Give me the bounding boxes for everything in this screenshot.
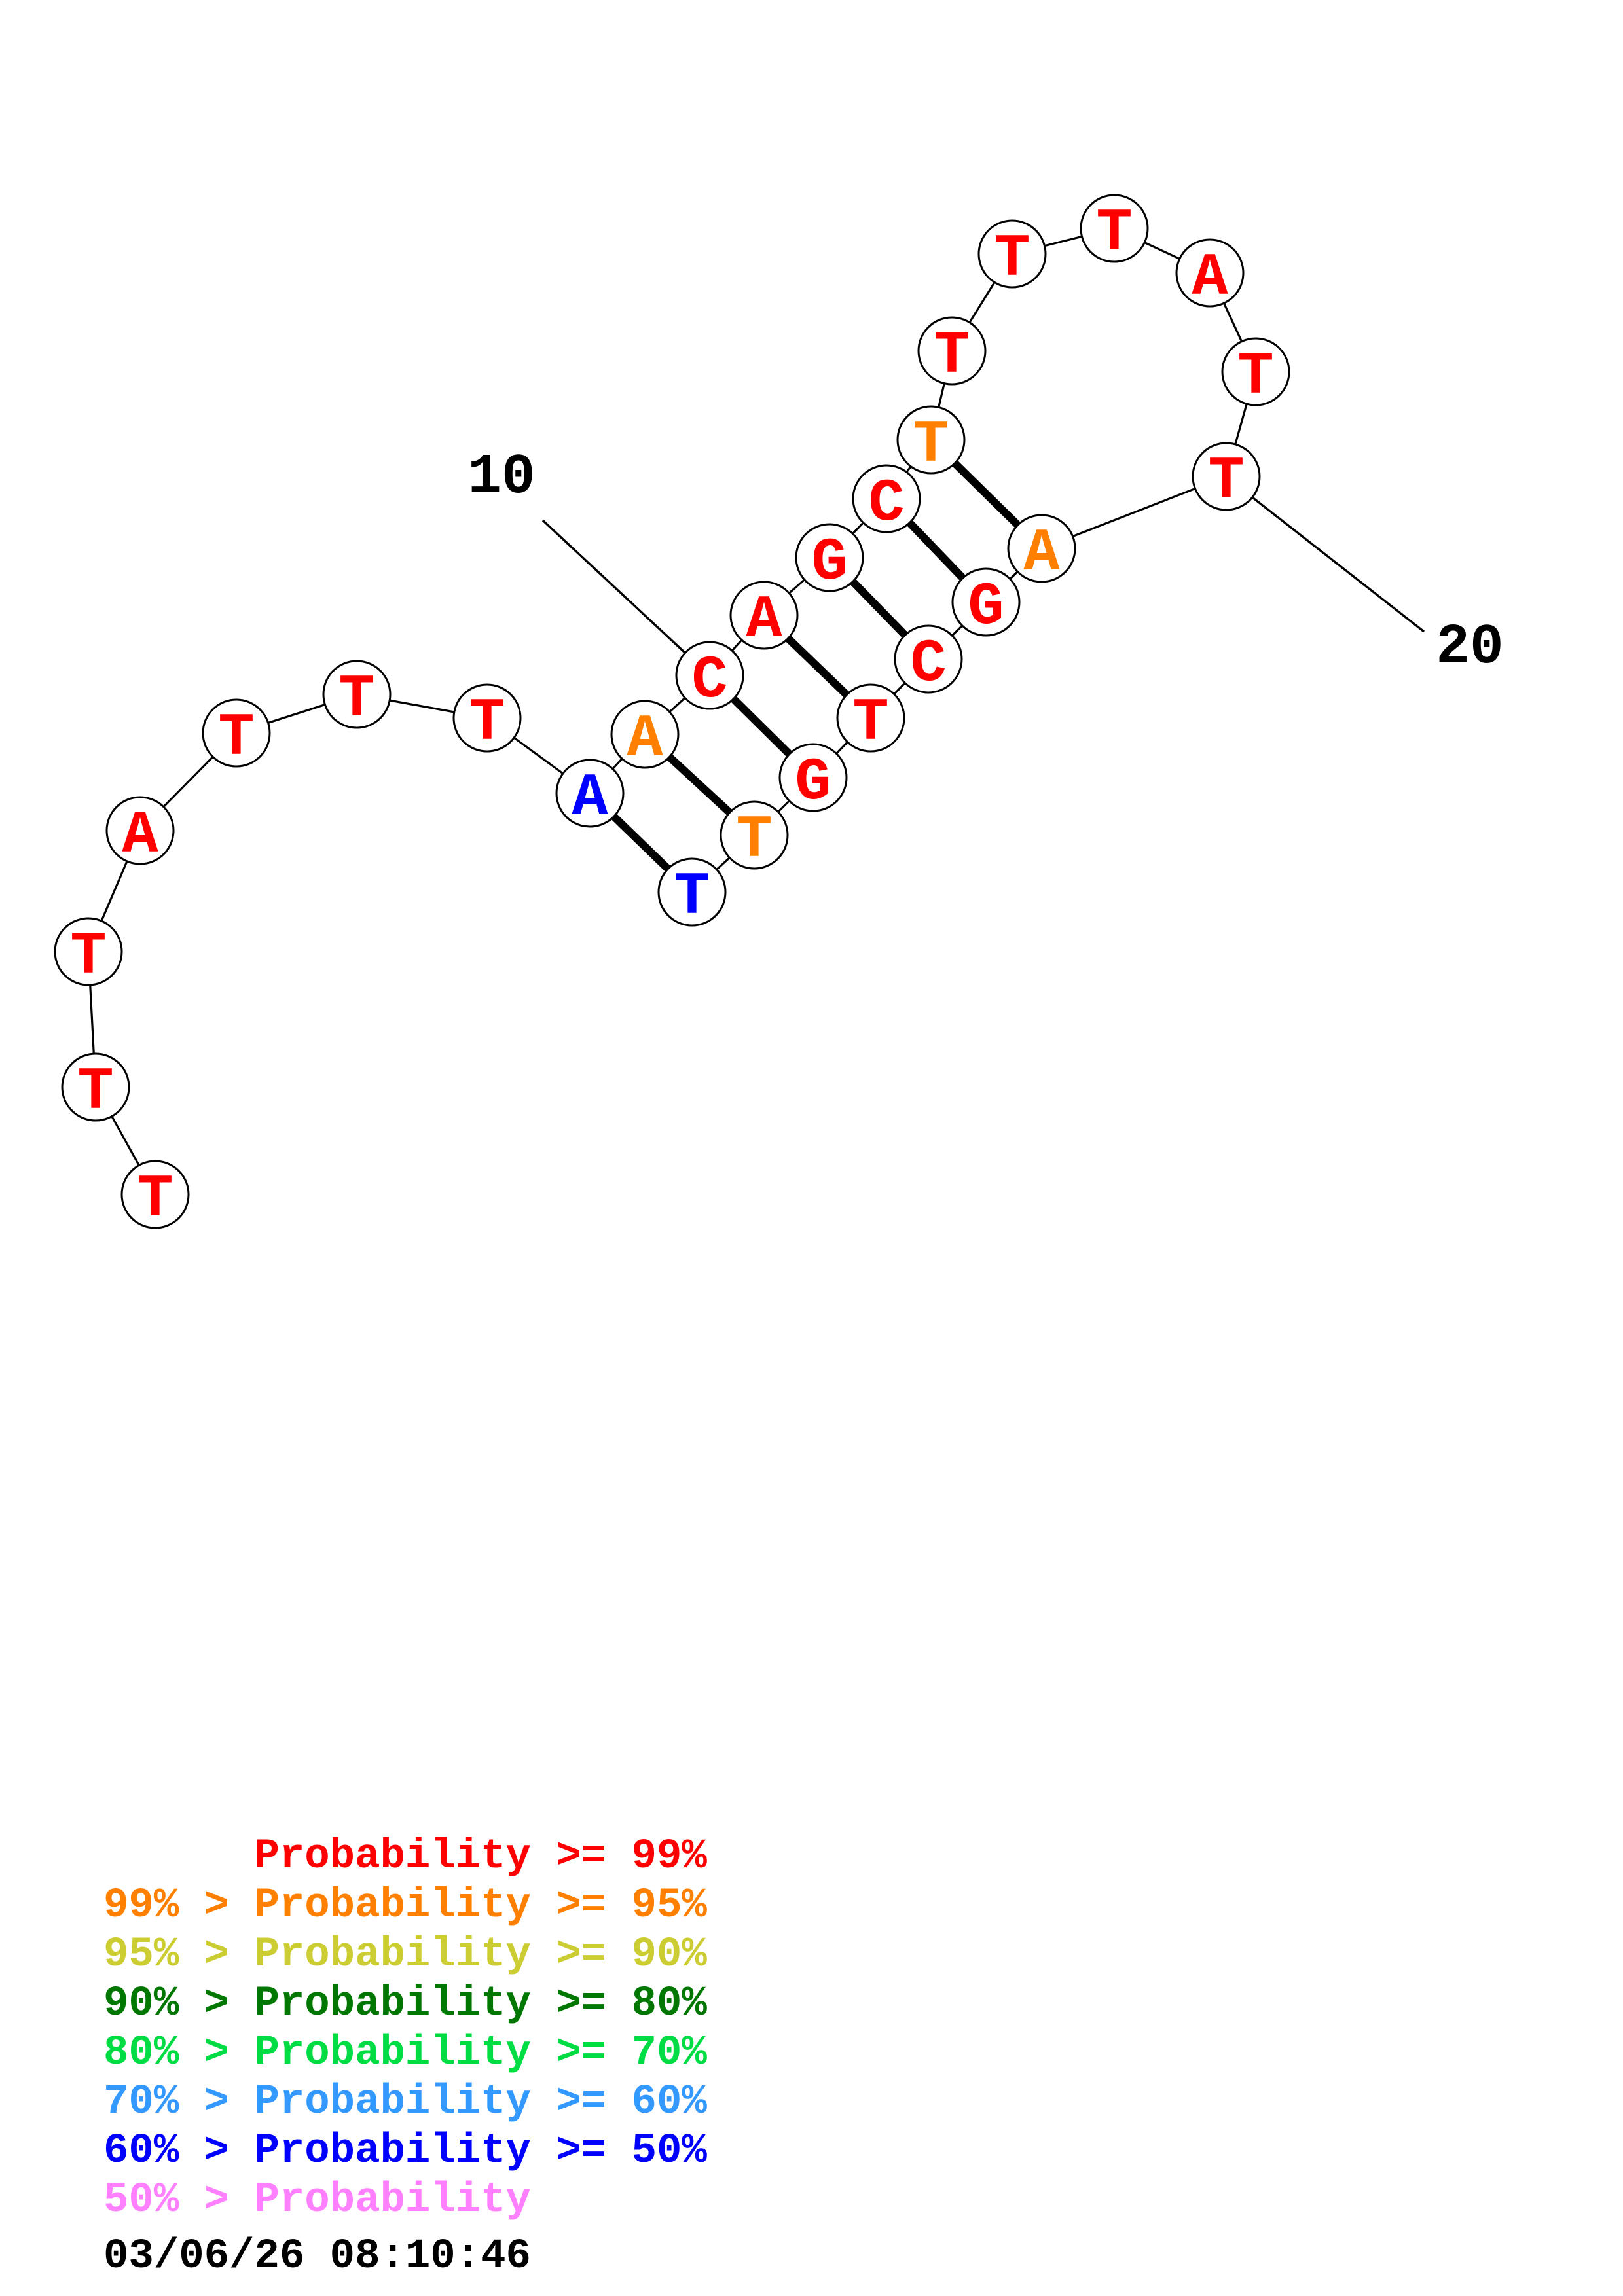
nucleotide-circle [610,700,680,769]
nucleotide-circle [452,683,522,753]
nucleotide-base: G [968,573,1004,641]
nucleotide-base: A [122,801,158,870]
nucleotide-base: T [994,224,1030,293]
nucleotide-base: T [736,806,772,874]
nucleotide-base: C [691,646,727,715]
position-label: 20 [1436,615,1503,679]
nucleotide-base: A [1192,243,1228,312]
nucleotide-base: T [852,689,888,757]
nucleotide-base: T [1208,447,1244,516]
nucleotide-base: A [572,764,608,833]
position-label-line [541,519,687,655]
nucleotide-circle [120,1160,190,1229]
nucleotide-base: C [910,630,946,698]
nucleotide-circle [729,581,799,650]
nucleotide-circle [657,857,727,927]
legend-row: 80% > Probability >= 70% [103,2030,707,2077]
legend-row: 95% > Probability >= 90% [103,1931,707,1979]
nucleotide-circle [977,219,1047,289]
legend-row: 50% > Probability [103,2177,531,2224]
nucleotide-base: T [77,1058,113,1126]
nucleotide-circle [105,796,175,865]
nucleotide-circle [951,567,1021,637]
position-label-line [1251,496,1425,633]
legend-row: 90% > Probability >= 80% [103,1981,707,2028]
nucleotide-circle [1192,442,1261,511]
nucleotide-base: G [795,748,831,817]
nucleotide-circle [322,660,392,729]
nucleotide-circle [555,759,625,828]
legend-row: Probability >= 99% [103,1833,707,1880]
nucleotide-base: T [674,863,710,931]
nucleotide-circle [836,683,905,753]
nucleotide-base: T [70,922,106,991]
nucleotide-base: T [338,665,374,734]
nucleotide-base: T [934,321,970,390]
timestamp: 03/06/26 08:10:46 [103,2233,531,2280]
nucleotide-base: G [811,528,847,597]
nucleotide-base: T [218,704,254,772]
nucleotide-base: A [627,705,663,774]
nucleotide-circle [917,316,987,386]
nucleotide-base: A [1023,519,1060,588]
nucleotide-circle [795,523,864,592]
nucleotide-circle [778,743,848,812]
nucleotide-circle [54,917,123,986]
nucleotide-base: T [137,1165,173,1234]
nucleotide-base: T [1237,342,1273,411]
nucleotide-circle [894,624,963,694]
legend-row: 70% > Probability >= 60% [103,2079,707,2126]
nucleotide-base: A [746,586,782,655]
nucleotide-circle [61,1052,130,1122]
nucleotide-circle [720,800,789,870]
nucleotide-circle [1080,194,1149,263]
legend-row: 99% > Probability >= 95% [103,1882,707,1929]
nucleotide-circle [1221,337,1290,406]
nucleotide-base: T [469,689,505,757]
nucleotide-circle [852,464,921,533]
nucleotide-circle [202,698,271,768]
nucleotide-base: C [868,469,904,538]
nucleotide-circle [1175,238,1245,308]
position-label: 10 [467,445,535,509]
nucleotide-circle [675,641,744,710]
nucleotide-base: T [913,410,949,479]
nucleotide-circle [896,405,966,475]
nucleotide-circle [1007,514,1076,583]
legend-row: 60% > Probability >= 50% [103,2128,707,2175]
nucleotide-base: T [1096,199,1132,268]
